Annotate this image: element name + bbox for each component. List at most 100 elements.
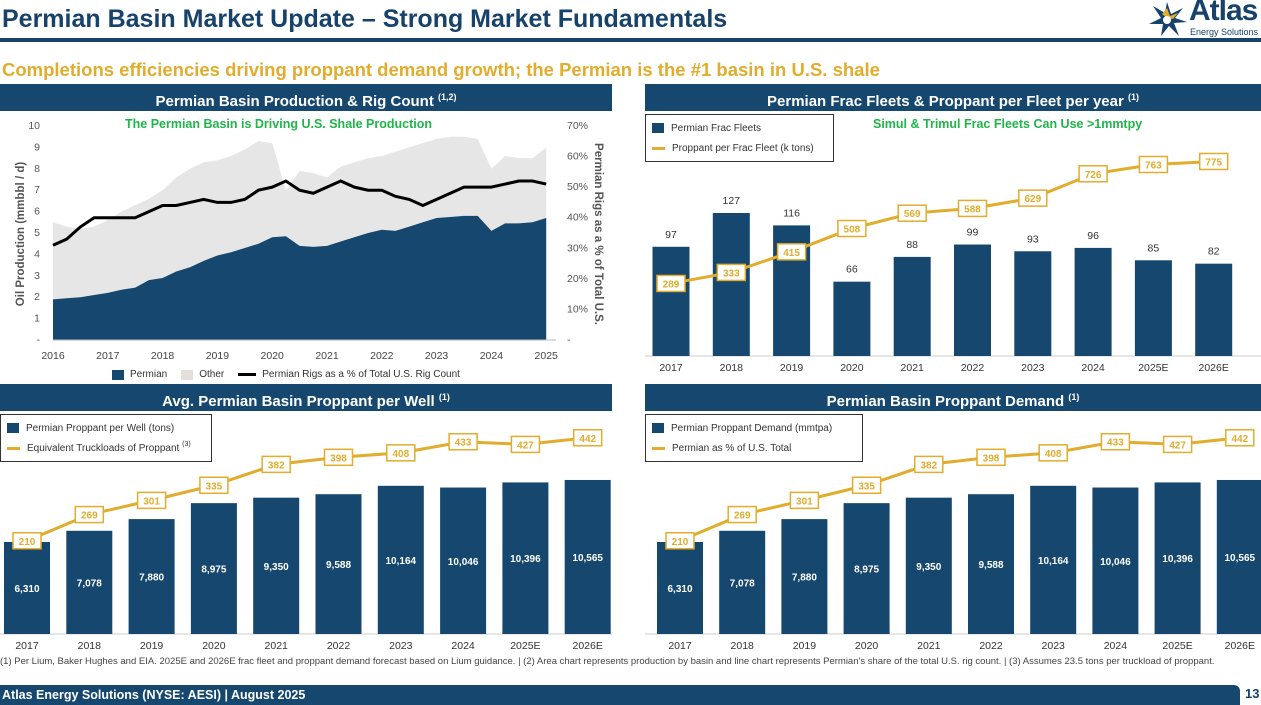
bar: [968, 494, 1014, 634]
y2-tick-label: -: [567, 334, 571, 346]
line-label-box: [448, 432, 478, 451]
line-label-box: [261, 455, 291, 474]
line-label-box: [957, 199, 988, 218]
bar: [719, 530, 766, 634]
x-tick-label: 2026E: [1199, 362, 1229, 374]
x-tick-label: 2023: [1021, 362, 1045, 374]
line-value-label: 289: [663, 279, 680, 290]
bar: [1195, 263, 1233, 356]
atlas-logo: Atlas Energy Solutions: [1145, 0, 1261, 38]
bar: [253, 497, 300, 634]
line-value-label: 415: [783, 248, 800, 259]
title-divider: [0, 38, 1261, 42]
x-tick-label: 2017: [659, 362, 683, 374]
x-tick-label: 2022: [961, 362, 985, 374]
bar: [1154, 482, 1201, 634]
star-logo-icon: [1149, 2, 1187, 36]
line-value-label: 433: [1107, 438, 1124, 449]
footer-bar: Atlas Energy Solutions (NYSE: AESI) | Au…: [0, 685, 1240, 705]
line-series: [670, 159, 1214, 285]
frac-fleet-chart: 97 127 116 66 88 99 93 96 85 82 289 333 415 508 569 588…: [645, 152, 1261, 374]
x-tick-label: 2017: [15, 640, 39, 652]
x-tick-label: 2024: [480, 350, 504, 362]
bar: [4, 542, 50, 634]
x-tick-label: 2019: [140, 640, 164, 652]
line-label-box: [1018, 189, 1048, 207]
x-tick-label: 2022: [370, 350, 394, 362]
line-label-box: [323, 448, 354, 467]
bar-value-label: 10,565: [1225, 553, 1256, 564]
line-label-box: [510, 435, 541, 454]
line-value-label: 210: [19, 537, 36, 548]
x-tick-label: 2026E: [573, 640, 603, 652]
x-tick-label: 2025E: [1138, 362, 1168, 374]
line-label-box: [1100, 432, 1131, 451]
y2-tick-label: 20%: [567, 273, 588, 285]
x-tick-label: 2020: [261, 350, 285, 362]
bar-value-label: 7,078: [730, 578, 755, 589]
bar: [128, 519, 175, 634]
bar: [377, 485, 424, 634]
line-series: [679, 436, 1240, 543]
bar: [1134, 260, 1172, 356]
x-tick-label: 2024: [1104, 640, 1128, 652]
line-label-box: [12, 532, 42, 550]
line-value-label: 398: [983, 453, 1000, 464]
bar: [1014, 251, 1052, 356]
line-value-label: 726: [1085, 170, 1102, 181]
x-tick-label: 2025E: [510, 640, 540, 652]
bar: [1092, 487, 1139, 634]
x-tick-label: 2017: [96, 350, 120, 362]
y2-tick-label: 50%: [567, 181, 588, 193]
panel-header-frac: Permian Frac Fleets & Proppant per Fleet…: [645, 84, 1261, 111]
line-value-label: 210: [672, 537, 689, 548]
panel-header-demand: Permian Basin Proppant Demand (1): [645, 384, 1261, 411]
y2-tick-label: 70%: [567, 120, 588, 132]
x-tick-label: 2024: [451, 640, 475, 652]
bar-value-label: 9,350: [264, 562, 289, 573]
line-label-box: [1038, 444, 1068, 462]
x-tick-label: 2021: [917, 640, 941, 652]
bar-value-label: 9,350: [916, 562, 941, 573]
production-area-chart: - 1 2 3 4 5 6 7 8 9 10 - 10% 20% 30% 40% 50% 60% 70% 2016 20…: [15, 120, 604, 362]
bar: [657, 542, 703, 634]
bar: [190, 503, 237, 634]
bar: [833, 281, 871, 356]
y-tick-label: 8: [34, 163, 40, 175]
bar-value-label: 99: [967, 227, 979, 239]
bar: [440, 487, 487, 634]
bar-value-label: 7,078: [77, 578, 102, 589]
chart-title: Simul & Trimul Frac Fleets Can Use >1mmt…: [873, 117, 1143, 131]
bar-value-label: 127: [723, 195, 741, 207]
line-value-label: 301: [143, 496, 160, 507]
line-label-box: [789, 491, 820, 510]
bar: [1030, 485, 1077, 634]
bar: [712, 212, 750, 356]
x-tick-label: 2025E: [1162, 640, 1192, 652]
y-tick-label: 3: [34, 270, 40, 282]
x-tick-label: 2019: [780, 362, 804, 374]
line-label-box: [572, 429, 603, 447]
page-number: 13: [1245, 686, 1260, 701]
line-value-label: 398: [330, 453, 347, 464]
y-axis-label: Oil Production (mmbbl / d): [15, 162, 27, 307]
line-value-label: 335: [206, 481, 223, 492]
x-tick-label: 2019: [793, 640, 817, 652]
footnote: (1) Per Lium, Baker Hughes and EIA. 2025…: [0, 656, 1215, 667]
y-tick-label: 9: [34, 141, 40, 153]
page-title: Permian Basin Market Update – Strong Mar…: [2, 5, 728, 33]
bar-value-label: 97: [665, 229, 677, 241]
y2-tick-label: 10%: [567, 303, 588, 315]
production-legend: Permian Other Permian Rigs as a % of Tot…: [112, 369, 460, 380]
y2-axis-label: Permian Rigs as a % of Total U.S.: [592, 143, 604, 325]
line-value-label: 382: [268, 460, 285, 471]
x-tick-label: 2018: [731, 640, 755, 652]
line-label-box: [656, 274, 686, 293]
line-label-box: [1162, 435, 1193, 454]
bar: [564, 479, 611, 634]
line-value-label: 588: [964, 204, 981, 215]
line-value-label: 269: [81, 511, 98, 522]
x-tick-label: 2020: [855, 640, 879, 652]
line-label-box: [665, 532, 695, 550]
bar-value-label: 10,046: [1100, 557, 1131, 568]
